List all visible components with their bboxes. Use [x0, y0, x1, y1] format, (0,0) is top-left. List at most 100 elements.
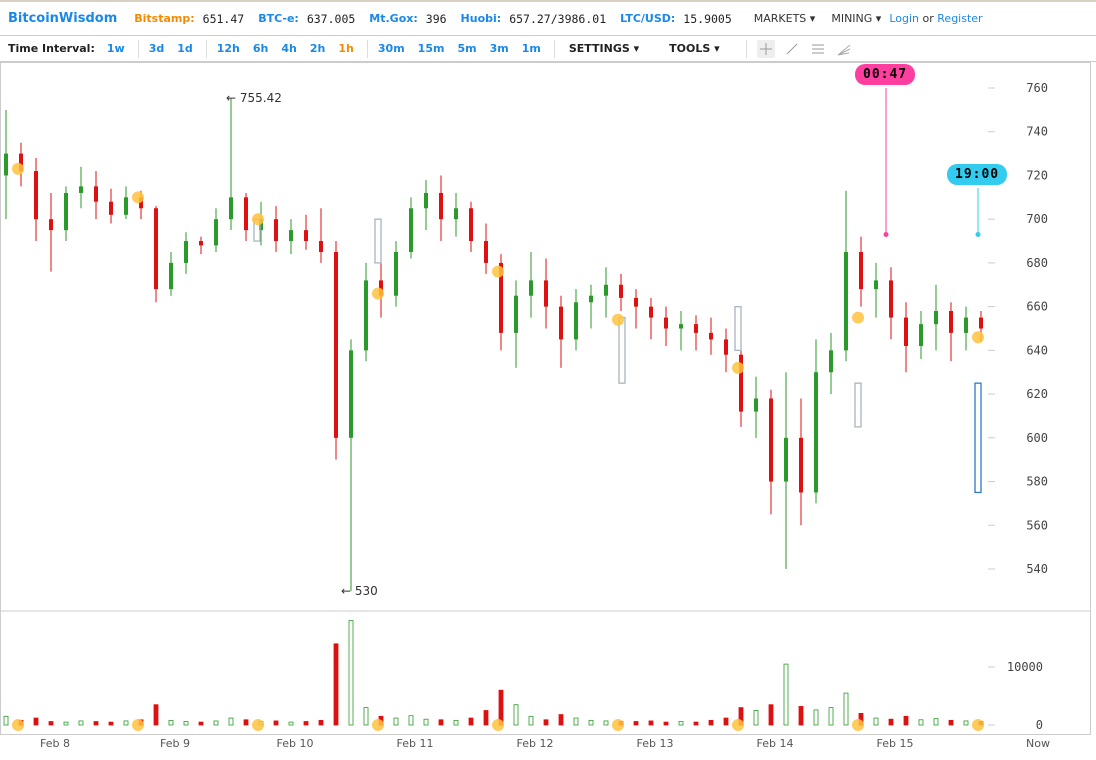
- candle-body: [814, 372, 818, 493]
- interval-3m[interactable]: 3m: [489, 42, 509, 55]
- interval-6h[interactable]: 6h: [252, 42, 269, 55]
- settings-dropdown[interactable]: SETTINGS: [569, 42, 639, 55]
- y-tick-label: 680: [1026, 256, 1048, 270]
- horizontal-lines-icon[interactable]: [809, 40, 827, 58]
- marker-dot: [252, 213, 264, 226]
- candle-body: [439, 192, 443, 220]
- candle-body: [499, 262, 503, 333]
- interval-1w[interactable]: 1w: [106, 42, 125, 55]
- candle-body: [724, 339, 728, 355]
- volume-bar: [123, 720, 129, 726]
- candle-body: [4, 153, 8, 176]
- volume-bar: [303, 721, 309, 726]
- volume-bar: [798, 706, 804, 726]
- candle-body: [559, 306, 563, 340]
- logo[interactable]: BitcoinWisdom: [8, 11, 118, 26]
- markets-menu[interactable]: MARKETS: [754, 12, 816, 25]
- y-tick-label: 660: [1026, 300, 1048, 314]
- candle-body: [664, 317, 668, 329]
- register-link[interactable]: Register: [937, 12, 983, 25]
- mining-menu[interactable]: MINING: [831, 12, 881, 25]
- top-bar: BitcoinWisdom Bitstamp: 651.47 BTC-e: 637.0…: [0, 0, 1096, 36]
- volume-bar: [408, 715, 414, 726]
- candle-body: [94, 186, 98, 202]
- tools-dropdown[interactable]: TOOLS: [669, 42, 720, 55]
- volume-bar: [873, 717, 879, 726]
- candle-body: [634, 297, 638, 307]
- candle-body: [169, 262, 173, 290]
- x-tick-label: Feb 10: [277, 737, 314, 750]
- interval-list: 1w 3d 1d 12h 6h 4h 2h 1h 30m 15m 5m 3m 1m: [106, 39, 565, 58]
- low-annotation: ← 530: [341, 584, 378, 598]
- candle-body: [769, 398, 773, 482]
- divider: [553, 39, 555, 58]
- ticker-price: 651.47: [202, 11, 245, 26]
- y-tick-label: 700: [1026, 212, 1048, 226]
- ticker-name[interactable]: LTC/USD:: [620, 11, 676, 25]
- fan-icon[interactable]: [835, 40, 853, 58]
- x-tick-label: Feb 14: [757, 737, 794, 750]
- ticker-name[interactable]: Mt.Gox:: [369, 11, 418, 25]
- candle-body: [454, 208, 458, 220]
- candle-body: [859, 251, 863, 290]
- marker-dot: [12, 162, 24, 175]
- tickers: Bitstamp: 651.47 BTC-e: 637.005 Mt.Gox: 396 Hu…: [134, 12, 746, 26]
- candle-body: [214, 219, 218, 246]
- interval-15m[interactable]: 15m: [417, 42, 445, 55]
- volume-bar: [768, 704, 774, 726]
- y-tick-label: 640: [1026, 343, 1048, 357]
- ticker-name[interactable]: Huobi:: [460, 11, 502, 25]
- y-tick-label: 580: [1026, 475, 1048, 489]
- y-tick-label: 600: [1026, 431, 1048, 445]
- price-chart[interactable]: 760 740 720 700 680 660 640 620 600 580 560 540 1000…: [0, 62, 1096, 760]
- candle-body: [754, 398, 758, 412]
- candle-body: [949, 311, 953, 333]
- volume-marker-dot: [972, 719, 984, 731]
- candle-body: [304, 230, 308, 242]
- volume-marker-dot: [732, 719, 744, 731]
- volume-bar: [288, 721, 294, 726]
- toolbar: Time Interval: 1w 3d 1d 12h 6h 4h 2h 1h 30m 15m 5m…: [0, 36, 1096, 62]
- interval-1m[interactable]: 1m: [521, 42, 541, 55]
- interval-30m[interactable]: 30m: [377, 42, 405, 55]
- trendline-icon[interactable]: [783, 40, 801, 58]
- volume-marker-dot: [372, 719, 384, 731]
- interval-1h[interactable]: 1h: [338, 42, 354, 55]
- ticker-name[interactable]: BTC-e:: [258, 11, 299, 25]
- volume-bar: [363, 707, 369, 726]
- interval-2h[interactable]: 2h: [309, 42, 326, 55]
- interval-5m[interactable]: 5m: [457, 42, 477, 55]
- volume-bar: [93, 721, 99, 726]
- volume-bar: [168, 719, 174, 726]
- candle-body: [379, 280, 383, 296]
- candle-body: [919, 324, 923, 346]
- candle-body: [274, 219, 278, 242]
- crosshair-icon[interactable]: [756, 39, 775, 58]
- divider: [137, 39, 139, 58]
- chart-frame: [0, 62, 1091, 735]
- divider: [205, 39, 207, 58]
- volume-bar: [213, 720, 219, 726]
- interval-4h[interactable]: 4h: [281, 42, 297, 55]
- candle-body: [679, 324, 683, 329]
- volume-bar: [228, 717, 234, 726]
- divider: [366, 39, 368, 58]
- marker-dot: [372, 287, 384, 300]
- login-link[interactable]: Login: [889, 12, 920, 25]
- candle-body: [544, 280, 548, 307]
- candle-body: [889, 280, 893, 318]
- volume-bar: [333, 643, 339, 726]
- candle-body: [964, 317, 968, 333]
- candle-body: [79, 186, 83, 193]
- interval-3d[interactable]: 3d: [148, 42, 165, 55]
- volume-bar: [708, 719, 714, 726]
- marker-dot: [492, 265, 504, 278]
- candle-body: [874, 280, 878, 290]
- interval-1d[interactable]: 1d: [177, 42, 193, 55]
- ticker-price: 637.005: [306, 11, 356, 26]
- interval-12h[interactable]: 12h: [216, 42, 240, 55]
- marker-dot: [852, 311, 864, 324]
- candle-body: [64, 192, 68, 231]
- volume-bar: [63, 721, 69, 726]
- ticker-name[interactable]: Bitstamp:: [134, 11, 195, 25]
